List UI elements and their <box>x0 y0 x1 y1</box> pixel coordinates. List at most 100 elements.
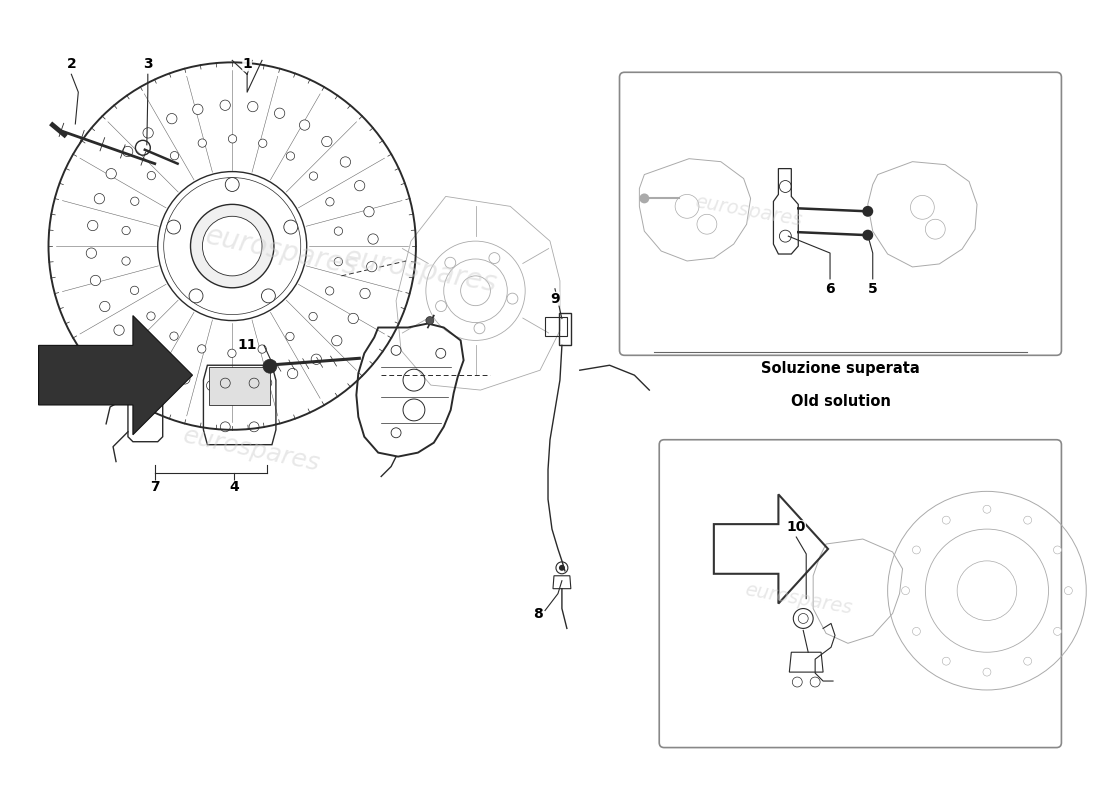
Text: 4: 4 <box>229 480 239 494</box>
Circle shape <box>1024 516 1032 524</box>
Text: eurospares: eurospares <box>342 244 499 298</box>
Circle shape <box>198 139 207 147</box>
Circle shape <box>198 345 206 353</box>
Circle shape <box>248 102 257 112</box>
Text: 3: 3 <box>143 58 153 71</box>
Circle shape <box>220 100 230 110</box>
FancyBboxPatch shape <box>659 440 1062 747</box>
FancyBboxPatch shape <box>619 72 1062 355</box>
Text: eurospares: eurospares <box>204 222 361 281</box>
Circle shape <box>943 658 950 665</box>
Circle shape <box>202 216 262 276</box>
Circle shape <box>179 374 190 384</box>
Circle shape <box>90 275 100 286</box>
Circle shape <box>114 325 124 335</box>
Circle shape <box>367 234 378 244</box>
Circle shape <box>263 359 277 373</box>
Circle shape <box>1065 586 1072 594</box>
Circle shape <box>311 354 321 365</box>
Circle shape <box>1024 658 1032 665</box>
Circle shape <box>155 362 165 372</box>
Circle shape <box>258 345 266 354</box>
Circle shape <box>902 586 910 594</box>
Circle shape <box>226 178 239 191</box>
Circle shape <box>309 312 317 321</box>
Circle shape <box>326 286 333 295</box>
Text: 10: 10 <box>786 520 806 534</box>
Circle shape <box>862 206 873 217</box>
Circle shape <box>167 114 177 124</box>
Circle shape <box>326 198 334 206</box>
Circle shape <box>287 368 298 378</box>
Circle shape <box>147 171 155 180</box>
Circle shape <box>143 128 153 138</box>
Circle shape <box>364 206 374 217</box>
Circle shape <box>348 314 359 324</box>
Text: 7: 7 <box>150 480 160 494</box>
Circle shape <box>86 248 97 258</box>
Circle shape <box>106 169 117 179</box>
Circle shape <box>309 172 318 180</box>
Text: eurospares: eurospares <box>182 423 323 476</box>
Circle shape <box>132 346 143 356</box>
Circle shape <box>234 382 244 392</box>
Circle shape <box>122 146 133 157</box>
Circle shape <box>559 565 565 571</box>
Polygon shape <box>209 367 270 405</box>
Circle shape <box>95 194 104 204</box>
Circle shape <box>262 378 272 388</box>
Text: 9: 9 <box>550 292 560 306</box>
Text: 6: 6 <box>825 282 835 296</box>
Circle shape <box>167 220 180 234</box>
Polygon shape <box>39 315 192 434</box>
Circle shape <box>146 312 155 320</box>
Text: 11: 11 <box>238 338 257 352</box>
Circle shape <box>360 288 371 298</box>
Text: eurospares: eurospares <box>693 193 804 230</box>
Circle shape <box>229 134 236 143</box>
Circle shape <box>122 226 130 234</box>
Circle shape <box>190 204 274 288</box>
Circle shape <box>286 152 295 160</box>
Circle shape <box>334 258 342 266</box>
Circle shape <box>299 120 310 130</box>
Circle shape <box>262 289 275 303</box>
Circle shape <box>639 194 649 203</box>
Text: Soluzione superata: Soluzione superata <box>761 361 920 376</box>
Circle shape <box>1054 546 1062 554</box>
Circle shape <box>983 668 991 676</box>
Circle shape <box>169 332 178 340</box>
Circle shape <box>321 136 332 146</box>
Text: Old solution: Old solution <box>791 394 890 410</box>
Circle shape <box>131 286 139 294</box>
Circle shape <box>100 302 110 312</box>
Text: 5: 5 <box>868 282 878 296</box>
Circle shape <box>88 220 98 230</box>
Text: 2: 2 <box>66 58 76 71</box>
Circle shape <box>340 157 351 167</box>
Text: eurospares: eurospares <box>742 580 854 618</box>
Circle shape <box>943 516 950 524</box>
Circle shape <box>331 335 342 346</box>
Text: 8: 8 <box>534 606 543 621</box>
Circle shape <box>284 220 298 234</box>
Circle shape <box>131 197 139 206</box>
Circle shape <box>426 317 433 325</box>
Circle shape <box>334 227 342 235</box>
Circle shape <box>274 108 285 118</box>
Circle shape <box>189 289 204 303</box>
Circle shape <box>366 262 377 272</box>
Circle shape <box>258 139 267 147</box>
Circle shape <box>170 151 178 160</box>
Text: 1: 1 <box>242 58 252 71</box>
Circle shape <box>122 257 130 266</box>
Circle shape <box>207 381 217 390</box>
Circle shape <box>862 230 873 241</box>
Circle shape <box>913 546 921 554</box>
Circle shape <box>192 104 204 114</box>
Circle shape <box>913 627 921 635</box>
Circle shape <box>286 332 294 341</box>
Circle shape <box>1054 627 1062 635</box>
Circle shape <box>354 181 365 191</box>
Circle shape <box>228 349 236 358</box>
